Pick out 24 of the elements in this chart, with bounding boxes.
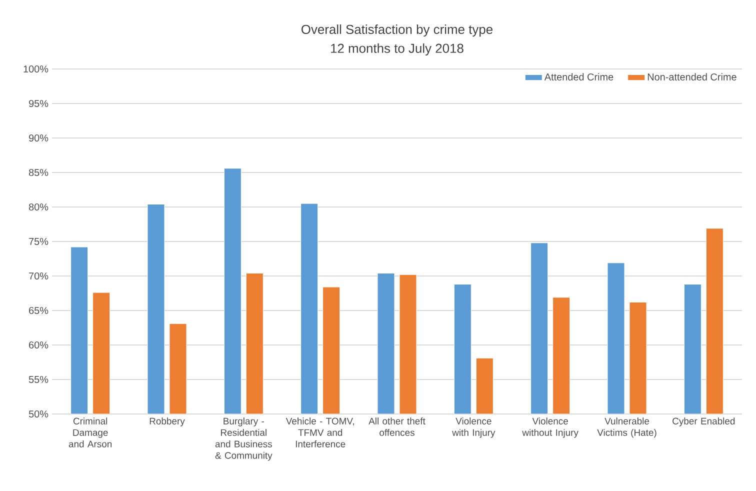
x-tick-label: Robbery [150, 418, 185, 426]
y-tick-label: 75% [29, 238, 48, 245]
x-tick-label: Violence with Injury [452, 418, 496, 438]
y-tick-label: 55% [28, 376, 48, 383]
y-tick-label: 85% [28, 168, 48, 176]
x-tick-label: Vulnerable Victims (Hate) [597, 418, 656, 438]
y-tick-label: 80% [28, 203, 48, 211]
x-tick-label: Violence without Injury [522, 418, 578, 438]
x-tick-label: Criminal Damage and Arson [68, 418, 112, 448]
y-tick-label: 95% [29, 100, 48, 108]
y-tick-label: 60% [29, 341, 48, 349]
legend-label: Attended Crime [544, 73, 614, 80]
chart-subtitle: 12 months to July 2018 [331, 43, 464, 56]
legend-label: Non-attended Crime [648, 73, 736, 80]
x-tick-label: Cyber Enabled [672, 418, 735, 426]
y-tick-label: 50% [28, 410, 48, 418]
x-tick-label: Burglary - Residential and Business & Community [215, 418, 272, 461]
y-tick-label: 90% [29, 134, 48, 142]
chart-title: Overall Satisfaction by crime type [302, 24, 492, 37]
x-tick-label: Vehicle - TOMV, TFMV and Interference [286, 418, 354, 448]
x-tick-label: All other theft offences [368, 418, 426, 436]
y-tick-label: 70% [29, 272, 48, 280]
y-tick-label: 100% [24, 65, 48, 73]
y-tick-label: 65% [29, 306, 48, 314]
